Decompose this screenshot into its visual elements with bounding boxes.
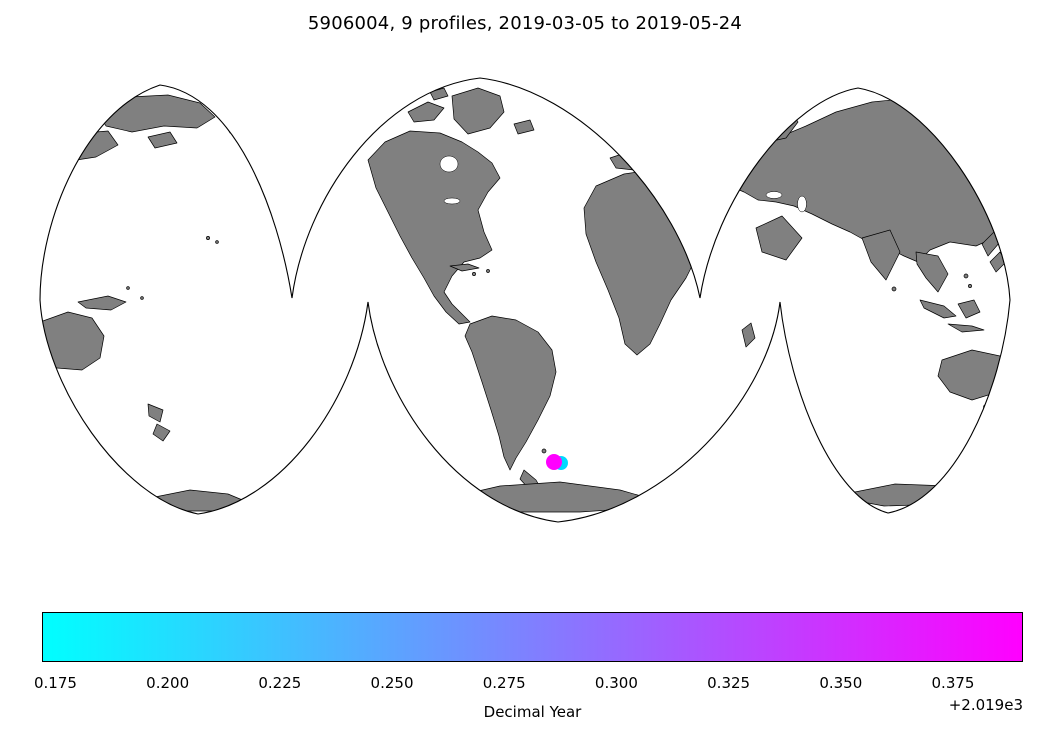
landmass-java bbox=[947, 323, 985, 333]
falkland-islands-icon bbox=[541, 448, 547, 454]
landmass-cuba bbox=[449, 263, 480, 272]
colorbar-tick-label: 0.350 bbox=[819, 674, 863, 692]
colorbar-tick-label: 0.225 bbox=[258, 674, 302, 692]
landmass-ireland bbox=[589, 115, 601, 127]
landmass-borneo bbox=[957, 299, 981, 319]
landmass-britain bbox=[597, 103, 619, 128]
landmass-new-zealand-north bbox=[147, 403, 164, 423]
hawaii-island2-icon bbox=[215, 240, 219, 244]
colorbar-tick-label: 0.375 bbox=[931, 674, 975, 692]
colorbar-ticks: 0.175 0.200 0.225 0.250 0.275 0.300 0.325 0.350… bbox=[34, 674, 1023, 696]
landmass-indochina bbox=[915, 251, 949, 293]
colorbar-offset-text: +2.019e3 bbox=[948, 696, 1023, 714]
landmass-wrangel-island bbox=[91, 91, 113, 104]
landmass-kamchatka bbox=[147, 131, 178, 149]
landmass-svalbard bbox=[555, 89, 573, 102]
landmass-arabia bbox=[755, 215, 803, 261]
pacific-island2-icon bbox=[140, 296, 144, 300]
philippines2-icon bbox=[968, 284, 972, 288]
colorbar-tick-label: 0.275 bbox=[482, 674, 526, 692]
landmass-india bbox=[861, 229, 901, 281]
landmass-south-america bbox=[464, 315, 557, 471]
colorbar-tick-label: 0.300 bbox=[594, 674, 638, 692]
projection-outline bbox=[39, 77, 1011, 523]
colorbar-tick-label: 0.175 bbox=[33, 674, 77, 692]
profile-marker-late bbox=[546, 454, 562, 470]
world-map bbox=[39, 77, 1011, 523]
philippines-icon bbox=[963, 273, 969, 279]
landmass-antarctica-left2 bbox=[261, 502, 294, 515]
caspian-sea bbox=[797, 195, 807, 213]
hawaii-island-icon bbox=[206, 236, 210, 240]
figure-title: 5906004, 9 profiles, 2019-03-05 to 2019-… bbox=[307, 13, 743, 34]
landmass-sumatra bbox=[919, 299, 957, 319]
colorbar-tick-label: 0.325 bbox=[707, 674, 751, 692]
hudson-bay bbox=[439, 155, 459, 173]
sri-lanka-icon bbox=[891, 286, 897, 292]
landmass-greenland bbox=[451, 87, 505, 135]
black-sea bbox=[765, 191, 783, 199]
landmass-madagascar bbox=[741, 322, 756, 348]
colorbar-tick-label: 0.250 bbox=[370, 674, 414, 692]
pacific-island-icon bbox=[126, 286, 130, 290]
colorbar-label: Decimal Year bbox=[483, 703, 582, 721]
colorbar-tick-label: 0.200 bbox=[146, 674, 190, 692]
profile-markers bbox=[546, 454, 568, 470]
landmass-severnaya-zemlya bbox=[895, 85, 915, 98]
landmass-new-guinea bbox=[77, 295, 127, 311]
caribbean-island2-icon bbox=[486, 269, 490, 273]
caribbean-island-icon bbox=[472, 272, 476, 276]
landmass-iceland bbox=[513, 119, 535, 135]
landmass-arctic-islands bbox=[407, 101, 445, 123]
great-lakes bbox=[443, 197, 461, 205]
landmass-new-zealand-south bbox=[152, 423, 171, 442]
colorbar bbox=[42, 612, 1023, 662]
